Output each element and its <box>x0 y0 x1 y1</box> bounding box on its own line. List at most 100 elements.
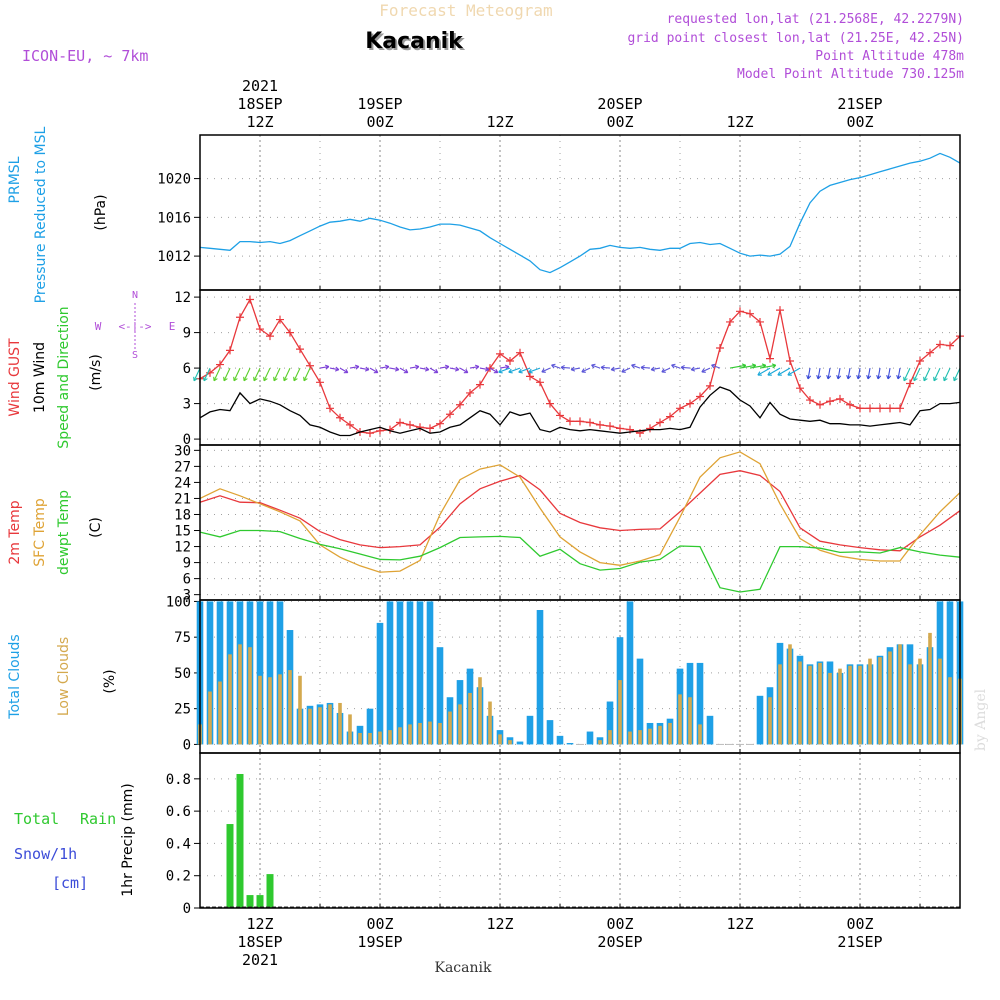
gust-point <box>446 410 454 419</box>
gust-point <box>656 418 664 427</box>
gust-point <box>506 356 514 365</box>
wind-arrow <box>541 367 551 373</box>
bottom-date-label: 19SEP <box>357 933 402 951</box>
wind-arrow <box>903 367 911 382</box>
footer-location: Kacanik <box>435 960 492 976</box>
wind-arrow <box>349 365 359 369</box>
low-cloud-bar <box>768 697 772 745</box>
gust-point <box>946 341 954 350</box>
top-hour-label: 00Z <box>606 113 633 131</box>
gust-point <box>846 400 854 409</box>
y-tick-label: 6 <box>183 572 191 588</box>
wind-arrow-head <box>334 366 340 372</box>
wind-arrow-head <box>661 368 666 373</box>
top-hour-label: 12Z <box>486 113 513 131</box>
gust-point <box>586 418 594 427</box>
gust-point <box>466 388 474 397</box>
series-line-10m-wind <box>199 386 961 437</box>
wind-arrow-head <box>253 376 258 382</box>
y-axis-title: Low Clouds <box>56 637 72 716</box>
gust-point <box>476 380 484 389</box>
wind-arrow-head <box>953 376 958 382</box>
gust-point <box>296 345 304 354</box>
wind-arrow <box>429 367 439 374</box>
panel-wind: 0 3 6 9 12 N W <-|-> E S Wind GUST 10m Wind Speed an… <box>7 289 964 449</box>
wind-arrow-head <box>913 376 918 382</box>
bottom-hour-label: 00Z <box>846 915 873 933</box>
gust-point <box>426 424 434 433</box>
wind-arrow <box>857 367 861 380</box>
wind-arrow <box>847 367 851 380</box>
wind-arrow <box>528 367 541 373</box>
gust-point <box>526 372 534 381</box>
wind-arrow <box>827 367 831 380</box>
wind-arrow <box>303 367 311 382</box>
total-cloud-bar <box>536 610 544 745</box>
wind-arrow-head <box>711 363 716 369</box>
wind-arrow-head <box>570 366 576 372</box>
low-cloud-bar <box>658 725 662 745</box>
total-cloud-bar <box>946 601 954 745</box>
legend-rain-2: Rain <box>80 810 116 828</box>
y-tick-label: 100 <box>166 594 191 610</box>
top-hour-label: 12Z <box>726 113 753 131</box>
y-tick-label: 12 <box>174 540 191 556</box>
wind-arrow <box>897 367 901 380</box>
total-cloud-bar <box>426 601 434 745</box>
low-cloud-bar <box>268 677 272 745</box>
low-cloud-bar <box>698 724 702 745</box>
wind-arrow-head <box>690 366 696 372</box>
low-cloud-bar <box>938 658 942 745</box>
gust-point <box>616 424 624 433</box>
y-tick-label: 0.2 <box>166 869 191 885</box>
series-line-2m-temp <box>199 470 961 552</box>
rain-bar <box>236 773 244 908</box>
low-cloud-bar <box>468 692 472 745</box>
gust-point <box>726 317 734 326</box>
gust-point <box>906 379 914 388</box>
wind-arrow-head <box>354 364 360 370</box>
low-cloud-bar <box>618 680 622 745</box>
gust-point <box>936 340 944 349</box>
low-cloud-bar <box>778 664 782 745</box>
wind-arrow <box>379 365 389 369</box>
low-cloud-bar <box>858 665 862 745</box>
bottom-hour-label: 12Z <box>246 915 273 933</box>
gust-point <box>716 343 724 352</box>
bottom-date-label: 21SEP <box>837 933 882 951</box>
wind-arrow-head <box>846 374 852 380</box>
gust-point <box>766 354 774 363</box>
panel-frame <box>199 752 961 909</box>
wind-arrow-head <box>541 368 546 373</box>
wind-arrow <box>943 367 951 382</box>
wind-arrow-head <box>560 365 565 371</box>
low-cloud-bar <box>298 675 302 745</box>
y-axis-unit: (hPa) <box>93 194 109 230</box>
wind-arrow-head <box>876 374 882 380</box>
total-cloud-bar <box>266 601 274 745</box>
gust-point <box>646 424 654 433</box>
wind-arrow-head <box>273 376 278 382</box>
wind-arrow <box>213 367 221 382</box>
y-tick-label: 0 <box>183 432 191 448</box>
gust-point <box>406 420 414 429</box>
low-cloud-bar <box>808 665 812 745</box>
y-tick-label: 0.4 <box>166 836 191 852</box>
y-axis-title: dewpt Temp <box>56 490 72 575</box>
wind-arrow <box>319 365 329 369</box>
wind-arrow <box>611 367 621 371</box>
wind-arrow-head <box>303 376 308 382</box>
y-axis-title: SFC Temp <box>32 498 48 567</box>
gust-point <box>776 306 784 315</box>
low-cloud-bar <box>428 721 432 745</box>
low-cloud-bar <box>598 740 602 745</box>
wind-arrow <box>498 367 511 373</box>
low-cloud-bar <box>408 724 412 745</box>
wind-arrow-head <box>444 364 450 370</box>
y-axis-title: Speed and Direction <box>56 306 72 448</box>
wind-arrow-head <box>504 364 510 370</box>
y-tick-label: 3 <box>183 397 191 413</box>
gust-point <box>496 349 504 358</box>
wind-arrow-head <box>933 376 938 382</box>
